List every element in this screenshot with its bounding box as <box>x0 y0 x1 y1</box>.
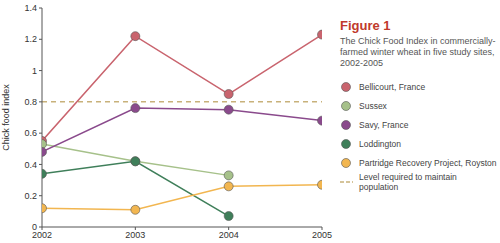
svg-text:1.4: 1.4 <box>24 3 37 13</box>
svg-text:2002: 2002 <box>32 230 52 241</box>
svg-text:1.2: 1.2 <box>24 34 37 44</box>
svg-text:2003: 2003 <box>125 230 145 240</box>
svg-text:2004: 2004 <box>219 230 239 240</box>
html-text:Savy, France: Savy, France <box>359 119 409 130</box>
html-text:Figure 1: Figure 1 <box>340 18 391 33</box>
svg-text:Chick food index: Chick food index <box>8 84 11 151</box>
svg-text:1: 1 <box>32 66 37 76</box>
html-text:Partridge Recovery Project, Ro: Partridge Recovery Project, Royston <box>359 157 497 168</box>
html-text:Sussex: Sussex <box>359 100 387 111</box>
svg-text:0.2: 0.2 <box>24 191 37 201</box>
svg-text:0.6: 0.6 <box>24 128 37 138</box>
svg-text:0.8: 0.8 <box>24 97 37 107</box>
html-text:Level required to maintain pop: Level required to maintain population <box>359 171 457 192</box>
html-text:The Chick Food Index in commer: The Chick Food Index in commercially-far… <box>340 36 496 68</box>
svg-text:2005: 2005 <box>312 230 332 240</box>
html-text:Bellicourt, France: Bellicourt, France <box>359 81 426 92</box>
svg-text:0.4: 0.4 <box>24 160 37 170</box>
html-text:Loddington: Loddington <box>359 138 402 149</box>
svg-text:0: 0 <box>32 222 37 232</box>
